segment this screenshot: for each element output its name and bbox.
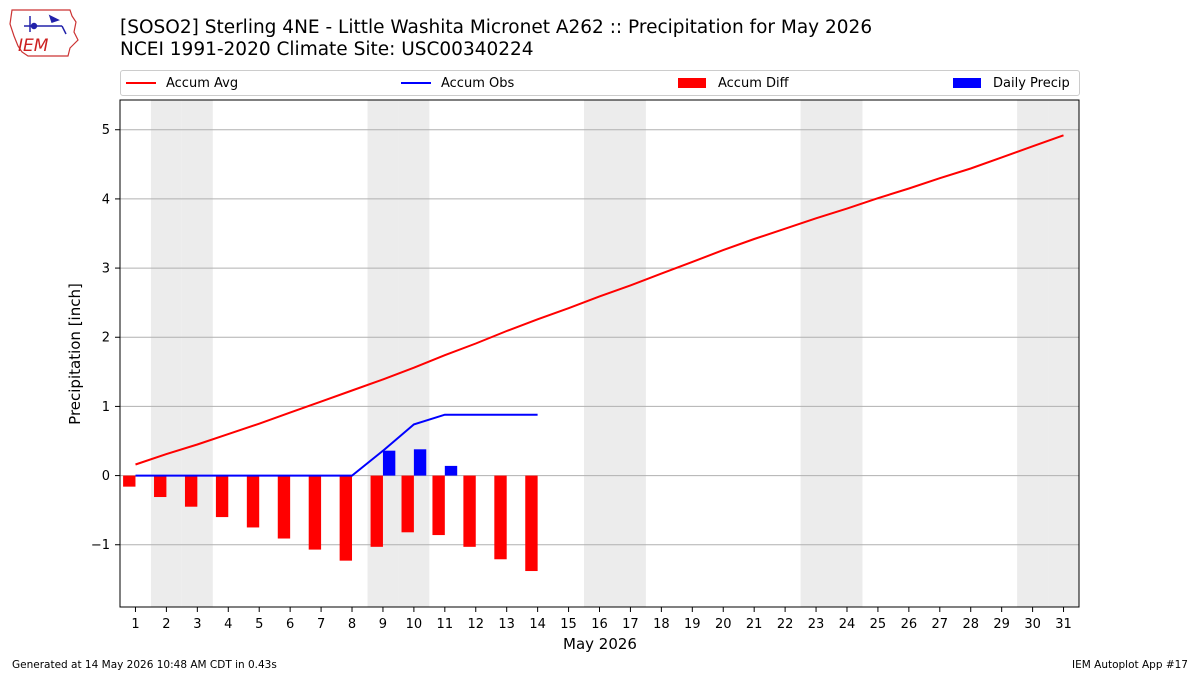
- legend-item-daily-precip: Daily Precip: [953, 71, 1070, 95]
- x-tick-label: 19: [684, 617, 701, 632]
- iowa-outline-icon: [9, 9, 79, 57]
- app-note: IEM Autoplot App #17: [1072, 659, 1188, 671]
- weekend-band: [1017, 100, 1049, 607]
- accum-diff-bar: [339, 475, 353, 561]
- x-tick-label: 4: [224, 617, 232, 632]
- accum-diff-bar: [401, 475, 414, 533]
- x-tick-label: 23: [808, 617, 825, 632]
- legend: Accum Avg Accum Obs Accum Diff Daily Pre…: [120, 70, 1080, 96]
- weekend-band: [367, 100, 399, 607]
- y-tick-label: 0: [102, 469, 110, 484]
- x-tick-label: 25: [870, 617, 887, 632]
- x-tick-label: 7: [317, 617, 325, 632]
- x-tick-label: 27: [932, 617, 949, 632]
- x-tick-label: 26: [901, 617, 918, 632]
- y-axis-label: Precipitation [inch]: [66, 283, 84, 425]
- x-tick-label: 21: [746, 617, 763, 632]
- accum-diff-bar: [123, 475, 136, 487]
- x-tick-label: 12: [467, 617, 484, 632]
- daily-precip-bar: [444, 465, 458, 476]
- x-tick-label: 31: [1055, 617, 1072, 632]
- legend-label: Accum Obs: [441, 75, 515, 91]
- weekend-band: [398, 100, 430, 607]
- legend-label: Accum Diff: [718, 75, 789, 91]
- x-tick-label: 9: [379, 617, 387, 632]
- x-tick-label: 8: [348, 617, 356, 632]
- daily-precip-bar: [382, 450, 396, 476]
- weekend-band: [181, 100, 213, 607]
- legend-item-accum-avg: Accum Avg: [126, 71, 238, 95]
- y-tick-label: 1: [102, 400, 110, 415]
- x-tick-label: 18: [653, 617, 670, 632]
- weekend-band: [150, 100, 182, 607]
- y-axis: −1 0 1 2 3 4 5: [91, 123, 120, 553]
- legend-label: Daily Precip: [993, 75, 1070, 91]
- generated-note: Generated at 14 May 2026 10:48 AM CDT in…: [12, 659, 277, 671]
- legend-swatch-box: [953, 78, 981, 88]
- accum-diff-bar: [463, 475, 476, 547]
- title-line-1: [SOSO2] Sterling 4NE - Little Washita Mi…: [120, 17, 873, 38]
- legend-swatch-line: [401, 82, 431, 84]
- x-tick-label: 29: [993, 617, 1010, 632]
- weekend-shading: [150, 100, 1079, 607]
- accum-diff-bar: [308, 475, 322, 550]
- legend-swatch-line: [126, 82, 156, 84]
- accum-diff-bar: [154, 475, 167, 498]
- x-tick-label: 5: [255, 617, 263, 632]
- x-tick-label: 1: [131, 617, 139, 632]
- x-tick-label: 20: [715, 617, 732, 632]
- accum-diff-bar: [246, 475, 260, 528]
- logo-text: IEM: [18, 36, 49, 56]
- accum-diff-bar: [215, 475, 229, 518]
- x-tick-label: 24: [839, 617, 856, 632]
- x-tick-label: 11: [437, 617, 454, 632]
- accum-diff-bar: [370, 475, 383, 547]
- x-axis-label: May 2026: [563, 635, 637, 653]
- weekend-band: [800, 100, 832, 607]
- y-tick-label: 5: [102, 123, 110, 138]
- x-tick-label: 2: [162, 617, 170, 632]
- x-tick-label: 13: [498, 617, 515, 632]
- y-tick-label: 3: [102, 262, 110, 277]
- x-tick-label: 17: [622, 617, 639, 632]
- x-tick-label: 15: [560, 617, 577, 632]
- legend-label: Accum Avg: [166, 75, 239, 91]
- x-tick-label: 14: [529, 617, 546, 632]
- x-tick-label: 16: [591, 617, 608, 632]
- x-tick-label: 6: [286, 617, 294, 632]
- x-tick-label: 10: [406, 617, 423, 632]
- x-tick-label: 3: [193, 617, 201, 632]
- iem-logo: IEM: [9, 9, 79, 57]
- x-tick-label: 30: [1024, 617, 1041, 632]
- x-tick-label: 28: [962, 617, 979, 632]
- lines: [135, 134, 1064, 477]
- accum-avg-line: [135, 134, 1064, 466]
- daily-precip-bar: [413, 449, 427, 476]
- y-tick-label: −1: [91, 538, 110, 553]
- y-tick-label: 4: [102, 192, 110, 207]
- legend-item-accum-obs: Accum Obs: [401, 71, 514, 95]
- weekend-band: [584, 100, 615, 607]
- title-line-2: NCEI 1991-2020 Climate Site: USC00340224: [120, 39, 534, 60]
- x-tick-label: 22: [777, 617, 794, 632]
- plot-frame: [119, 99, 1080, 608]
- weather-station-icon: [24, 14, 67, 35]
- accum-diff-bar: [432, 475, 445, 536]
- x-axis: 1 2 3 4 5 6 7 8 9 10 11 12 13 14 15 16 17 18 19 20 21 22 23 24 2…: [131, 607, 1072, 632]
- legend-item-accum-diff: Accum Diff: [678, 71, 789, 95]
- accum-diff-bar: [525, 475, 538, 572]
- accum-obs-line: [135, 413, 538, 477]
- weekend-band: [1048, 100, 1079, 607]
- chart-title: [SOSO2] Sterling 4NE - Little Washita Mi…: [120, 17, 872, 61]
- weekend-band: [614, 100, 646, 607]
- legend-swatch-box: [678, 78, 706, 88]
- weekend-band: [831, 100, 863, 607]
- accum-diff-bar: [184, 475, 198, 507]
- y-tick-label: 2: [102, 331, 110, 346]
- bars: [123, 449, 538, 572]
- gridlines: [120, 129, 1079, 546]
- accum-diff-bar: [277, 475, 291, 539]
- accum-diff-bar: [494, 475, 507, 560]
